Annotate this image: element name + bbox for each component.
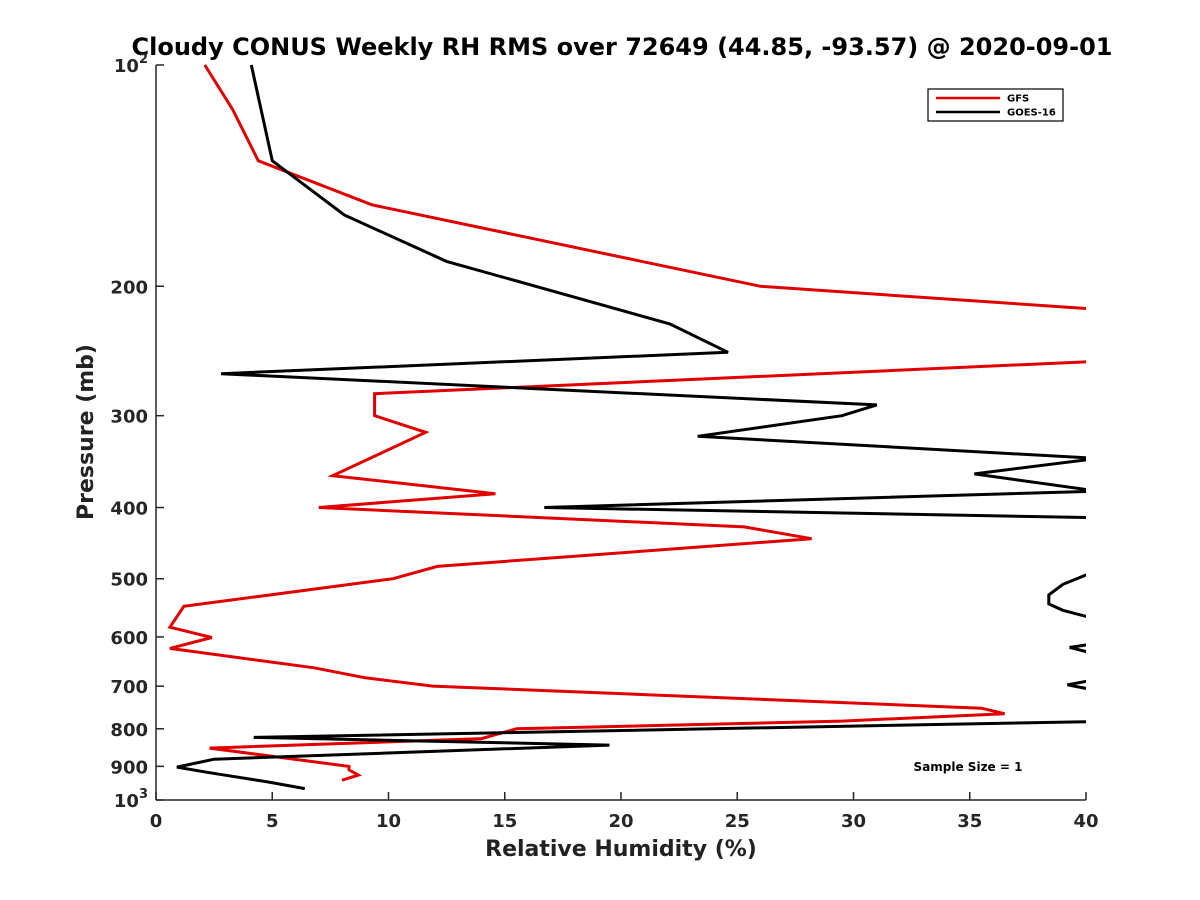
- x-tick-label: 25: [725, 811, 750, 832]
- y-tick-label: 102: [114, 52, 148, 77]
- x-tick-label: 10: [376, 811, 401, 832]
- series-line-goes-16-segment-5: [176, 720, 1086, 791]
- x-tick-label: 40: [1073, 811, 1098, 832]
- series-layer: [167, 64, 1086, 791]
- series-line-gfs-segment-1: [203, 64, 1086, 311]
- chart-title: Cloudy CONUS Weekly RH RMS over 72649 (4…: [132, 33, 1113, 61]
- y-ticks: 102 200 300 400 500 600 700 800 900 103: [110, 52, 164, 812]
- x-axis-label: Relative Humidity (%): [485, 837, 757, 862]
- series-line-gfs-segment-2: [167, 360, 1086, 782]
- series-line-goes-16-segment-2: [1047, 573, 1086, 618]
- series-line-goes-16-segment-3: [1069, 643, 1086, 654]
- sample-size-annotation: Sample Size = 1: [914, 760, 1023, 774]
- x-tick-label: 5: [266, 811, 279, 832]
- x-tick-label: 0: [150, 811, 163, 832]
- y-tick-label: 600: [110, 628, 148, 649]
- y-tick-label: 400: [110, 499, 148, 520]
- x-tick-label: 20: [608, 811, 633, 832]
- y-tick-label: 900: [110, 757, 148, 778]
- legend: GFS GOES-16: [927, 88, 1064, 122]
- legend-label-goes-16: GOES-16: [1007, 108, 1056, 119]
- x-tick-label: 15: [492, 811, 517, 832]
- y-tick-label: 200: [110, 277, 148, 298]
- series-line-goes-16-segment-1: [221, 64, 1086, 519]
- x-ticks: 0 5 10 15 20 25 30 35 40: [150, 792, 1099, 832]
- y-tick-label: 500: [110, 570, 148, 591]
- legend-box: [927, 88, 1064, 122]
- y-tick-label: 700: [110, 677, 148, 698]
- y-tick-label: 103: [114, 787, 148, 812]
- x-tick-label: 35: [957, 811, 982, 832]
- legend-label-gfs: GFS: [1007, 94, 1029, 105]
- x-tick-label: 30: [841, 811, 866, 832]
- y-tick-label: 800: [110, 720, 148, 741]
- y-tick-label: 300: [110, 407, 148, 428]
- series-line-goes-16-segment-4: [1067, 679, 1086, 690]
- y-axis-label: Pressure (mb): [74, 344, 99, 520]
